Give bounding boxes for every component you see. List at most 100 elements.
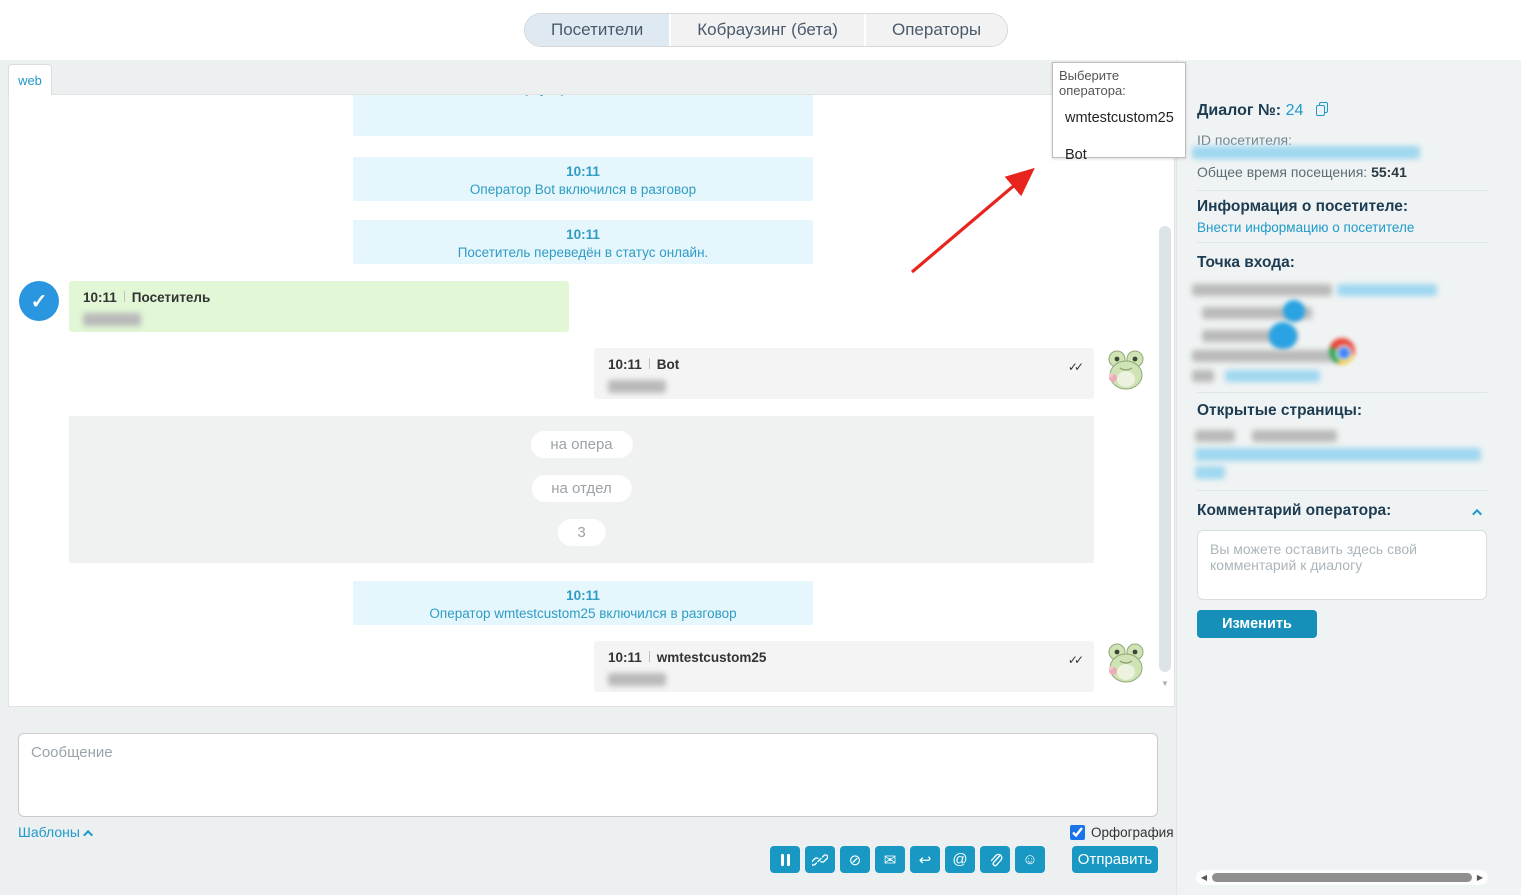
visitor-avatar: ✓	[19, 281, 59, 321]
reply-arrow-icon: ↩	[918, 851, 932, 869]
divider	[1197, 490, 1487, 491]
redacted-message-text	[608, 673, 666, 686]
redacted-text	[1252, 430, 1337, 442]
message-author: wmtestcustom25	[656, 650, 767, 665]
total-time-value: 55:41	[1371, 164, 1407, 180]
chat-scrollbar-thumb[interactable]	[1159, 226, 1171, 672]
dialog-number-value: 24	[1285, 102, 1304, 119]
ban-visitor-button[interactable]: ⊘	[840, 846, 870, 873]
system-message-text: Браузер: Chrome 140	[516, 95, 649, 96]
templates-toggle[interactable]: Шаблоны	[18, 824, 93, 840]
message-input[interactable]	[18, 733, 1158, 817]
redacted-link	[1337, 284, 1437, 296]
os-icon	[1283, 300, 1305, 322]
operator-option-bot[interactable]: Bot	[1065, 147, 1087, 163]
scrollbar-thumb[interactable]	[1212, 873, 1472, 882]
check-icon: ✓	[30, 290, 48, 313]
system-message: Браузер: Chrome 140	[353, 95, 813, 136]
system-message-time: 10:11	[566, 164, 600, 179]
envelope-icon: ✉	[883, 851, 897, 869]
insert-link-button[interactable]	[805, 846, 835, 873]
visitor-message-bubble: 10:11 Посетитель	[69, 281, 569, 332]
message-author: Посетитель	[131, 290, 211, 305]
attach-file-button[interactable]	[980, 846, 1010, 873]
chat-scrollbar[interactable]: ▼	[1159, 101, 1171, 699]
redacted-link	[1225, 370, 1320, 382]
read-receipt-icon: ✓✓	[1067, 653, 1084, 667]
dialog-number-row: Диалог №: 24	[1197, 102, 1329, 120]
edit-comment-button[interactable]: Изменить	[1197, 610, 1317, 638]
redacted-text	[1195, 430, 1235, 442]
mention-button[interactable]: @	[945, 846, 975, 873]
operator-comment-input[interactable]	[1197, 530, 1487, 600]
redacted-message-text	[83, 313, 141, 326]
emoji-button[interactable]: ☺	[1015, 846, 1045, 873]
ban-icon: ⊘	[848, 851, 862, 869]
dialog-number-label: Диалог №:	[1197, 102, 1282, 119]
message-time: 10:11	[83, 290, 117, 305]
forward-dialog-button[interactable]: ↩	[910, 846, 940, 873]
visitor-info-title: Информация о посетителе:	[1197, 198, 1409, 215]
visitor-info-link[interactable]: Внести информацию о посетителе	[1197, 220, 1415, 235]
quick-reply-button[interactable]: на опера	[530, 431, 633, 458]
chevron-up-icon	[83, 829, 93, 840]
scroll-right-icon[interactable]: ▶	[1476, 873, 1484, 882]
send-email-button[interactable]: ✉	[875, 846, 905, 873]
message-header: 10:11 wmtestcustom25	[608, 650, 1080, 665]
annotation-arrow	[910, 167, 1035, 274]
tab-operators[interactable]: Операторы	[865, 14, 1008, 46]
frog-avatar	[1108, 350, 1144, 390]
operator-comment-title: Комментарий оператора:	[1197, 502, 1392, 519]
smiley-icon: ☺	[1022, 851, 1038, 868]
visitor-id-label: ID посетителя:	[1197, 132, 1293, 148]
quick-replies-panel: на опера на отдел 3	[69, 416, 1094, 563]
message-header: 10:11 Посетитель	[83, 290, 555, 305]
channel-tab-web[interactable]: web	[8, 64, 52, 95]
tab-cobrowsing[interactable]: Кобраузинг (бета)	[671, 14, 864, 46]
collapse-chevron-icon[interactable]	[1472, 508, 1483, 519]
dialog-info-sidebar: Диалог №: 24 ID посетителя: Общее время …	[1176, 60, 1521, 895]
paperclip-icon	[990, 853, 1002, 866]
spellcheck-checkbox[interactable]	[1070, 825, 1085, 840]
operator-dropdown-title: Выберите оператора:	[1059, 68, 1126, 98]
tab-visitors[interactable]: Посетители	[525, 14, 670, 46]
pause-button[interactable]	[770, 846, 800, 873]
top-bar: Посетители Кобраузинг (бета) Операторы	[0, 0, 1521, 60]
chrome-icon	[1329, 338, 1355, 364]
pause-icon	[780, 853, 790, 866]
read-receipt-icon: ✓✓	[1067, 360, 1084, 374]
redacted-link	[1195, 448, 1481, 461]
templates-label: Шаблоны	[18, 824, 80, 840]
message-time: 10:11	[608, 357, 642, 372]
operator-dropdown: Выберите оператора: wmtestcustom25 Bot	[1052, 62, 1186, 163]
redacted-link	[1195, 466, 1225, 479]
scroll-down-icon[interactable]: ▼	[1161, 679, 1169, 688]
frog-avatar	[1108, 643, 1144, 683]
system-message: 10:11 Оператор wmtestcustom25 включился …	[353, 581, 813, 625]
operator-message-bubble: 10:11 wmtestcustom25 ✓✓	[594, 641, 1094, 692]
redacted-text	[1192, 370, 1214, 382]
main-tab-group: Посетители Кобраузинг (бета) Операторы	[524, 13, 1009, 47]
at-sign-icon: @	[952, 851, 968, 868]
total-time-label: Общее время посещения:	[1197, 164, 1368, 180]
system-message: 10:11 Посетитель переведён в статус онла…	[353, 220, 813, 264]
quick-reply-button[interactable]: на отдел	[531, 475, 632, 502]
send-button[interactable]: Отправить	[1072, 846, 1158, 873]
operator-message-bubble: 10:11 Bot ✓✓	[594, 348, 1094, 399]
divider	[1197, 392, 1487, 393]
sidebar-horizontal-scrollbar[interactable]: ◀ ▶	[1196, 870, 1488, 885]
chat-history-panel: Браузер: Chrome 140 10:11 Оператор Bot в…	[8, 94, 1175, 707]
system-message-text: Оператор Bot включился в разговор	[469, 182, 697, 197]
system-message-text: Посетитель переведён в статус онлайн.	[457, 245, 709, 260]
entry-point-title: Точка входа:	[1197, 254, 1295, 271]
scroll-left-icon[interactable]: ◀	[1200, 873, 1208, 882]
spellcheck-control: Орфография	[1070, 825, 1174, 840]
message-time: 10:11	[608, 650, 642, 665]
system-message: 10:11 Оператор Bot включился в разговор	[353, 157, 813, 201]
copy-icon[interactable]	[1315, 102, 1329, 117]
total-time-row: Общее время посещения: 55:41	[1197, 164, 1407, 180]
browser-icon	[1269, 322, 1297, 350]
quick-reply-button[interactable]: 3	[557, 519, 606, 546]
operator-option-wmtestcustom25[interactable]: wmtestcustom25	[1065, 110, 1174, 126]
